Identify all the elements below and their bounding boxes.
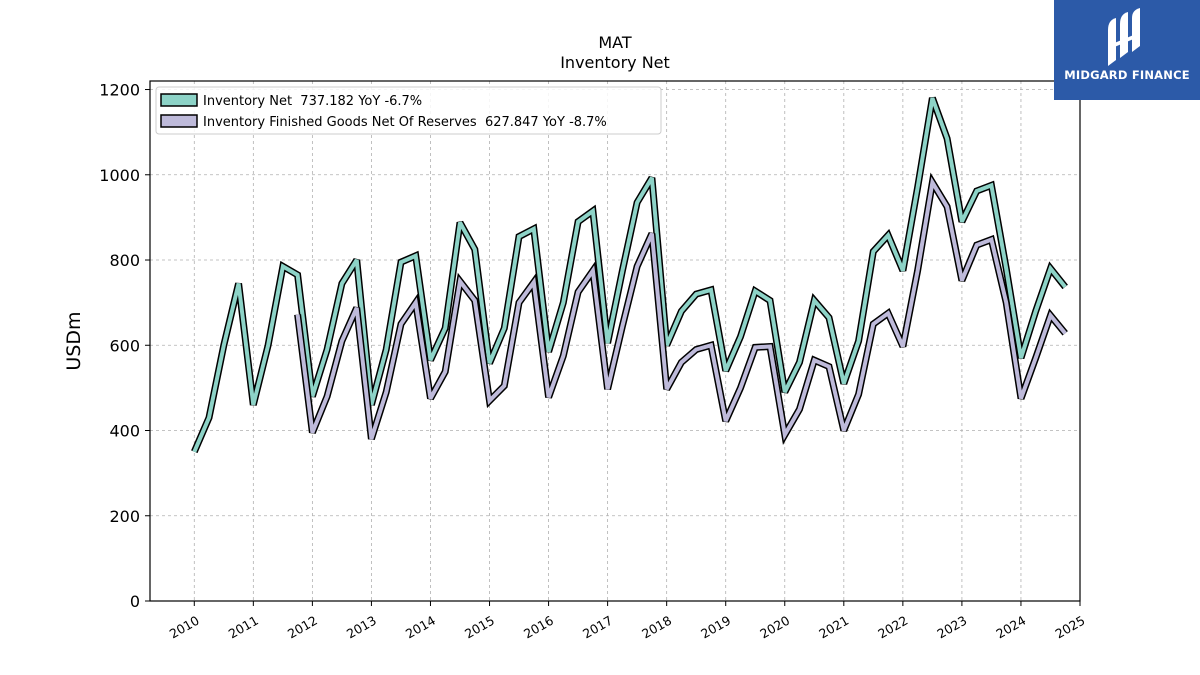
midgard-logo-icon [1108,8,1140,66]
series-layer [191,96,1068,454]
x-tick-label: 2017 [580,613,615,642]
x-tick-label: 2021 [816,613,851,642]
x-tick-label: 2022 [875,613,910,642]
series-line-0 [192,97,1067,453]
x-tick-label: 2018 [639,613,674,642]
x-axis: 2010 2011 2012 2013 2014 2015 2016 2017 2018 2019… [167,601,1088,642]
y-axis-label: USDm [63,311,85,370]
y-tick-label: 600 [109,336,140,355]
x-tick-label: 2014 [403,613,438,642]
legend-box [155,86,662,135]
grid [150,81,1081,602]
chart-subtitle: Inventory Net [560,53,670,72]
y-tick-label: 800 [109,251,140,270]
x-tick-label: 2024 [993,613,1028,642]
x-tick-label: 2010 [167,613,202,642]
x-tick-label: 2011 [226,613,261,642]
chart-title: MAT [598,33,632,52]
legend: Inventory Net 737.182 YoY -6.7% Inventor… [155,86,662,135]
y-axis: 0 200 400 600 800 1000 1200 [99,81,150,611]
x-tick-label: 2020 [757,613,792,642]
legend-label-finished-goods: Inventory Finished Goods Net Of Reserves… [203,115,607,130]
x-tick-label: 2023 [934,613,969,642]
midgard-finance-logo: MIDGARD FINANCE [1054,0,1200,100]
legend-swatch-inventory-net [160,93,198,107]
y-tick-label: 0 [130,592,140,611]
x-tick-label: 2025 [1052,613,1087,642]
x-tick-label: 2015 [462,613,497,642]
x-tick-label: 2016 [521,613,556,642]
logo-text: MIDGARD FINANCE [1064,68,1190,82]
legend-label-inventory-net: Inventory Net 737.182 YoY -6.7% [203,94,422,109]
x-tick-label: 2013 [344,613,379,642]
plot-frame [149,80,1081,602]
y-tick-label: 1200 [99,81,140,100]
series-line-1 [295,176,1067,441]
x-tick-label: 2012 [285,613,320,642]
y-tick-label: 200 [109,507,140,526]
y-tick-label: 1000 [99,166,140,185]
legend-swatch-finished-goods [160,114,198,128]
x-tick-label: 2019 [698,613,733,642]
y-tick-label: 400 [109,422,140,441]
